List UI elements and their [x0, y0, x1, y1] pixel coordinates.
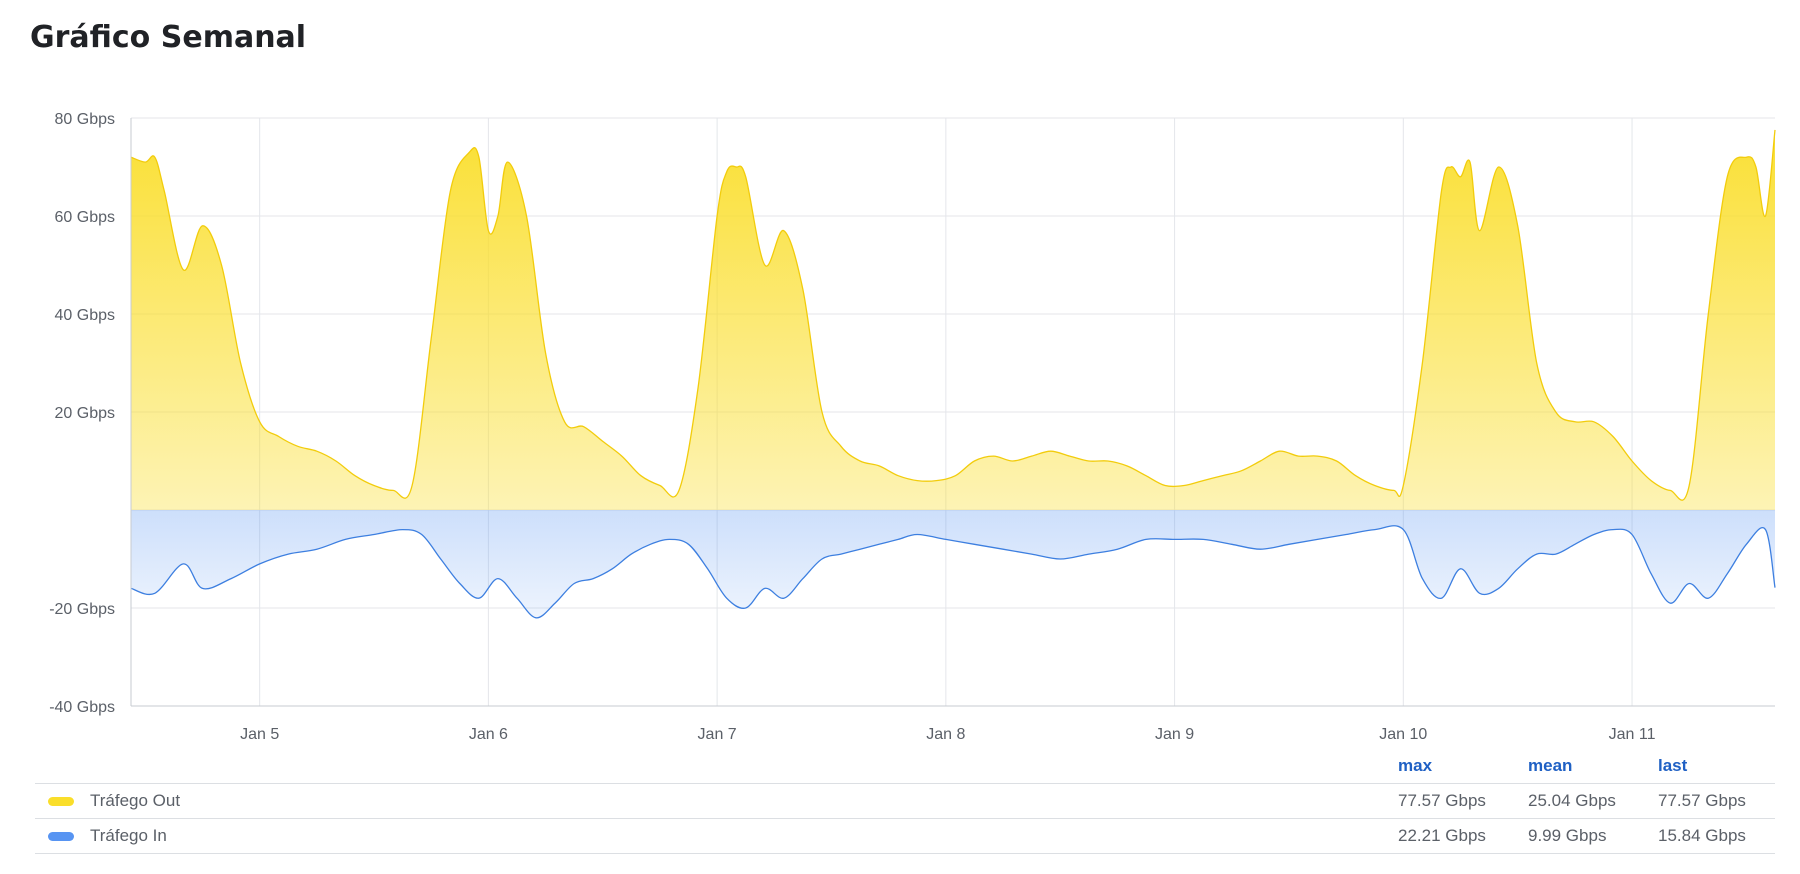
legend-row-trafego-in[interactable]: Tráfego In 22.21 Gbps 9.99 Gbps 15.84 Gb…	[35, 818, 1775, 854]
traffic-chart[interactable]: 80 Gbps 60 Gbps 40 Gbps 20 Gbps -20 Gbps -40 …	[0, 0, 1800, 740]
series-line-trafego-out[interactable]	[130, 129, 1776, 501]
y-tick-label: 60 Gbps	[55, 209, 115, 226]
y-tick-label: 20 Gbps	[55, 405, 115, 422]
legend-swatch-trafego-in	[48, 832, 74, 841]
series-line-trafego-in[interactable]	[130, 525, 1776, 619]
page-title: Gráfico Semanal	[30, 20, 307, 55]
y-tick-label: -20 Gbps	[49, 601, 115, 618]
legend-header-mean[interactable]: mean	[1528, 756, 1573, 775]
x-tick-label: Jan 6	[469, 726, 508, 740]
series-area-trafego-out	[131, 129, 1775, 510]
x-tick-label: Jan 9	[1155, 726, 1194, 740]
chart-areas	[130, 129, 1776, 619]
y-tick-label: -40 Gbps	[49, 699, 115, 716]
y-tick-label: 80 Gbps	[55, 111, 115, 128]
legend-header: max mean last	[35, 747, 1775, 783]
legend-series-name[interactable]: Tráfego Out	[90, 791, 181, 810]
x-tick-label: Jan 10	[1379, 726, 1427, 740]
x-tick-label: Jan 11	[1609, 726, 1656, 740]
legend-row-trafego-out[interactable]: Tráfego Out 77.57 Gbps 25.04 Gbps 77.57 …	[35, 783, 1775, 818]
legend-last-value: 15.84 Gbps	[1658, 826, 1746, 845]
chart-axes: 80 Gbps 60 Gbps 40 Gbps 20 Gbps -20 Gbps -40 …	[49, 111, 1775, 740]
legend-max-value: 22.21 Gbps	[1398, 826, 1486, 845]
x-tick-label: Jan 8	[926, 726, 965, 740]
legend-max-value: 77.57 Gbps	[1398, 791, 1486, 810]
legend-mean-value: 9.99 Gbps	[1528, 826, 1607, 845]
x-tick-label: Jan 7	[698, 726, 737, 740]
chart-legend: max mean last Tráfego Out 77.57 Gbps 25.…	[35, 747, 1775, 854]
legend-header-last[interactable]: last	[1658, 756, 1688, 775]
y-tick-label: 40 Gbps	[55, 307, 115, 324]
series-area-trafego-in	[131, 510, 1775, 618]
legend-last-value: 77.57 Gbps	[1658, 791, 1746, 810]
x-tick-label: Jan 5	[240, 726, 279, 740]
legend-swatch-trafego-out	[48, 797, 74, 806]
legend-series-name[interactable]: Tráfego In	[90, 826, 167, 845]
legend-header-max[interactable]: max	[1398, 756, 1433, 775]
legend-mean-value: 25.04 Gbps	[1528, 791, 1616, 810]
